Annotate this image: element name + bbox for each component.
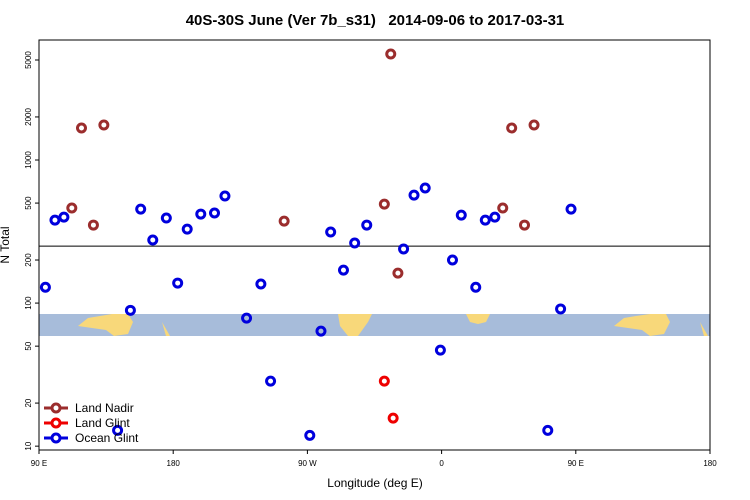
x-tick-label: 0 <box>439 459 444 468</box>
legend-label: Ocean Glint <box>75 431 139 445</box>
point <box>489 211 501 223</box>
point <box>209 207 221 219</box>
point <box>325 226 337 238</box>
point <box>479 214 491 226</box>
point <box>160 212 172 224</box>
point <box>349 237 361 249</box>
point <box>278 215 290 227</box>
legend-label: Land Glint <box>75 416 130 430</box>
point <box>195 208 207 220</box>
legend-label: Land Nadir <box>75 401 134 415</box>
point <box>455 209 467 221</box>
point <box>542 424 554 436</box>
point <box>181 223 193 235</box>
y-axis-label: N Total <box>0 226 12 263</box>
point <box>565 203 577 215</box>
point <box>385 48 397 60</box>
point <box>378 198 390 210</box>
point <box>135 203 147 215</box>
point <box>378 375 390 387</box>
point <box>392 267 404 279</box>
point <box>419 182 431 194</box>
legend-marker <box>50 402 62 414</box>
point <box>75 122 87 134</box>
legend-marker <box>50 417 62 429</box>
point <box>219 190 231 202</box>
point <box>408 189 420 201</box>
y-tick-label: 5000 <box>24 51 33 69</box>
point <box>315 325 327 337</box>
point <box>528 119 540 131</box>
point <box>255 278 267 290</box>
point <box>337 264 349 276</box>
x-tick-label: 180 <box>167 459 181 468</box>
point <box>39 281 51 293</box>
point <box>470 281 482 293</box>
point <box>58 211 70 223</box>
point <box>446 254 458 266</box>
point <box>87 219 99 231</box>
point <box>265 375 277 387</box>
point <box>124 304 136 316</box>
y-tick-label: 100 <box>24 296 33 310</box>
map-strip <box>39 314 710 336</box>
y-tick-label: 500 <box>24 196 33 210</box>
plot-frame <box>38 39 711 451</box>
x-tick-label: 90 E <box>568 459 584 468</box>
point <box>519 219 531 231</box>
y-tick-label: 200 <box>24 253 33 267</box>
point <box>555 303 567 315</box>
point <box>66 202 78 214</box>
point <box>49 214 61 226</box>
x-axis-label: Longitude (deg E) <box>327 476 422 490</box>
point <box>361 219 373 231</box>
point <box>147 234 159 246</box>
x-tick-label: 180 <box>703 459 717 468</box>
y-tick-label: 10 <box>24 441 33 450</box>
point <box>387 412 399 424</box>
x-tick-label: 90 E <box>31 459 47 468</box>
point <box>506 122 518 134</box>
point <box>497 202 509 214</box>
point <box>241 312 253 324</box>
point <box>398 243 410 255</box>
y-tick-label: 2000 <box>24 107 33 125</box>
point <box>434 344 446 356</box>
point <box>98 119 110 131</box>
point <box>172 277 184 289</box>
point <box>112 424 124 436</box>
y-tick-label: 1000 <box>24 151 33 169</box>
y-tick-label: 50 <box>24 341 33 350</box>
y-tick-label: 20 <box>24 398 33 407</box>
chart-title: 40S-30S June (Ver 7b_s31) 2014-09-06 to … <box>186 12 565 29</box>
point <box>304 429 316 441</box>
legend-marker <box>50 432 62 444</box>
x-tick-label: 90 W <box>298 459 317 468</box>
